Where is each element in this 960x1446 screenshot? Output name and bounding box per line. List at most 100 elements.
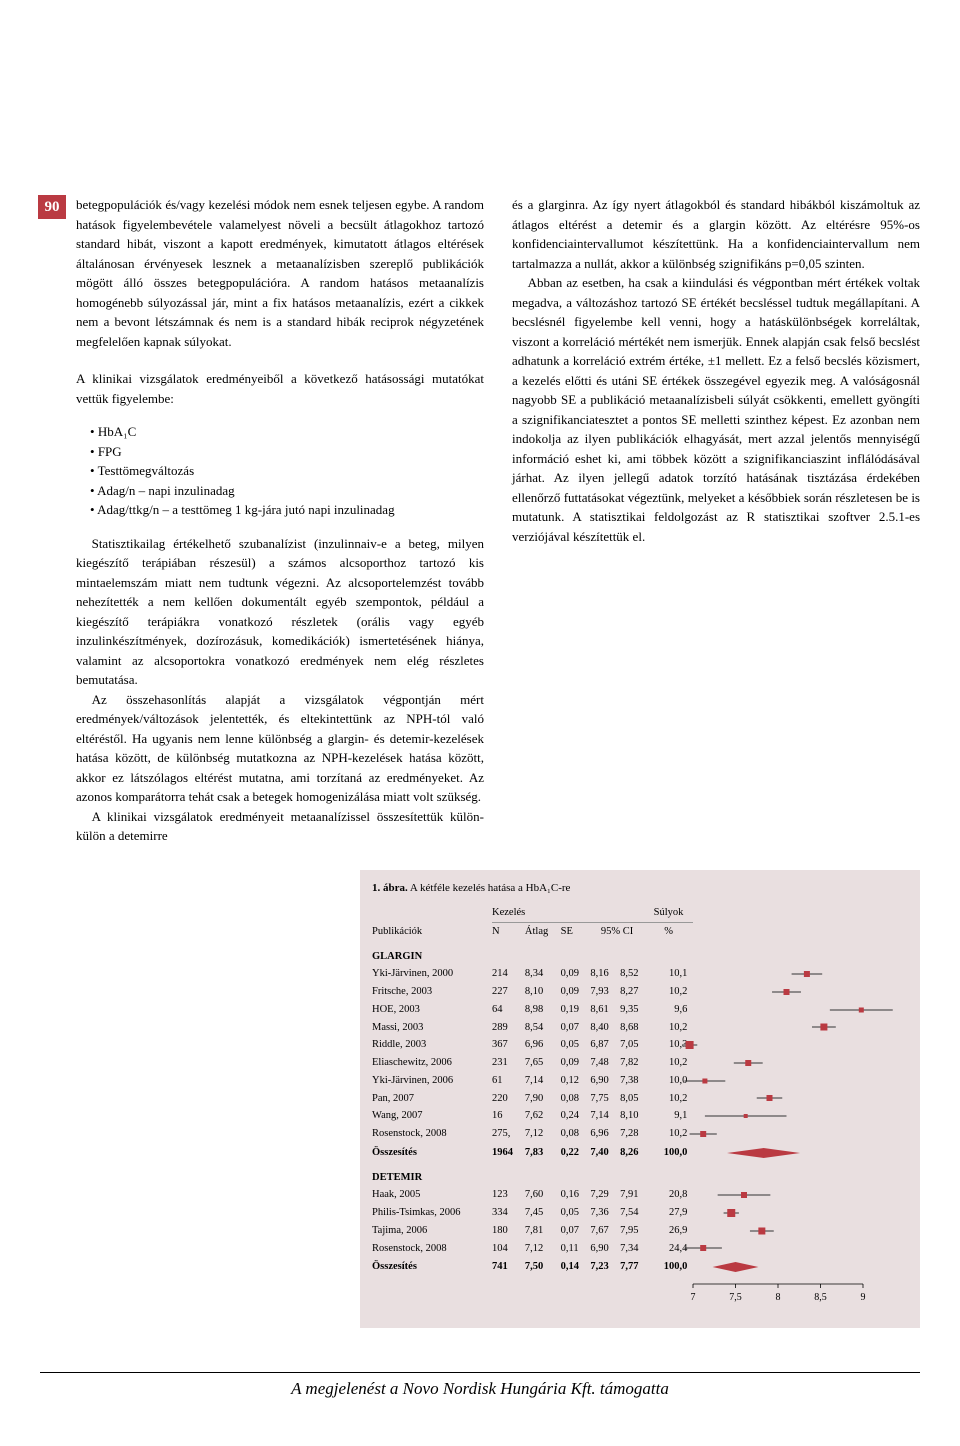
table-cell: 0,07 [561,1222,591,1240]
table-cell: 61 [492,1072,525,1090]
table-cell: 7,93 [590,983,620,1001]
body-paragraph: Abban az esetben, ha csak a kiindulási é… [512,273,920,546]
forest-marker-cell [693,1054,908,1072]
table-group-header: GLARGIN [372,941,908,966]
bullet-list: HbA₁CFPGTesttömegváltozásAdag/n – napi i… [90,422,484,520]
table-cell: 7,82 [620,1054,650,1072]
table-cell: 8,61 [590,1001,620,1019]
table-cell: 6,87 [590,1036,620,1054]
table-cell: 0,05 [561,1204,591,1222]
table-cell: Pan, 2007 [372,1090,492,1108]
table-cell: 7,34 [620,1240,650,1258]
svg-text:8,5: 8,5 [815,1292,828,1303]
table-cell: 7,54 [620,1204,650,1222]
table-cell: 8,10 [525,983,561,1001]
forest-marker-cell [693,1222,908,1240]
table-cell: 6,96 [590,1125,620,1143]
table-cell: 10,2 [650,1125,694,1143]
table-cell: 7,75 [590,1090,620,1108]
table-cell: 0,24 [561,1107,591,1125]
table-cell: 9,1 [650,1107,694,1125]
table-cell: 7,77 [620,1257,650,1276]
table-cell: 10,2 [650,1090,694,1108]
table-cell: 8,10 [620,1107,650,1125]
table-cell: 0,19 [561,1001,591,1019]
table-cell: 0,11 [561,1240,591,1258]
table-cell: Fritsche, 2003 [372,983,492,1001]
forest-plot-table: Publikációk Kezelés Súlyok N Átlag SE 95… [372,904,908,1276]
table-cell: 8,05 [620,1090,650,1108]
table-header: Publikációk [372,904,492,941]
table-row: Tajima, 20061807,810,077,677,9526,9 [372,1222,908,1240]
table-cell: 1964 [492,1143,525,1162]
table-cell: 289 [492,1019,525,1037]
table-cell: 104 [492,1240,525,1258]
table-cell: 8,34 [525,965,561,983]
table-cell: Wang, 2007 [372,1107,492,1125]
table-row: Rosenstock, 20081047,120,116,907,3424,4 [372,1240,908,1258]
table-cell: 0,08 [561,1090,591,1108]
table-cell: 10,2 [650,1054,694,1072]
table-header: Súlyok [650,904,694,922]
table-row: Rosenstock, 2008275,7,120,086,967,2810,2 [372,1125,908,1143]
table-cell: 100,0 [650,1257,694,1276]
table-header: 95% CI [590,922,649,940]
right-column: és a glarginra. Az így nyert átlagokból … [512,195,920,846]
svg-text:9: 9 [861,1292,866,1303]
table-cell: 7,05 [620,1036,650,1054]
table-cell: 8,54 [525,1019,561,1037]
table-cell: 7,40 [590,1143,620,1162]
table-cell: 7,48 [590,1054,620,1072]
body-paragraph: betegpopulációk és/vagy kezelési módok n… [76,195,484,351]
table-cell: 8,68 [620,1019,650,1037]
page-number: 90 [38,195,66,219]
forest-marker-cell [693,983,908,1001]
table-header: % [650,922,694,940]
table-cell: 0,09 [561,965,591,983]
table-cell: 26,9 [650,1222,694,1240]
figure-caption: 1. ábra. A kétféle kezelés hatása a HbA₁… [372,880,908,897]
table-cell: 123 [492,1186,525,1204]
table-cell: 100,0 [650,1143,694,1162]
body-paragraph: Statisztikailag értékelhető szubanalízis… [76,534,484,690]
table-cell: 7,50 [525,1257,561,1276]
table-cell: Massi, 2003 [372,1019,492,1037]
table-cell: 27,9 [650,1204,694,1222]
forest-marker-cell [693,1204,908,1222]
body-paragraph: A klinikai vizsgálatok eredményeit metaa… [76,807,484,846]
bullet-item: HbA₁C [90,422,484,442]
table-cell: 7,90 [525,1090,561,1108]
table-cell: 6,90 [590,1072,620,1090]
table-cell: 7,65 [525,1054,561,1072]
bullet-item: Testtömegváltozás [90,461,484,481]
table-cell: Haak, 2005 [372,1186,492,1204]
body-paragraph: A klinikai vizsgálatok eredményeiből a k… [76,369,484,408]
forest-marker-cell [693,1240,908,1258]
table-cell: 180 [492,1222,525,1240]
table-cell: 7,67 [590,1222,620,1240]
table-cell: 8,27 [620,983,650,1001]
table-cell: 0,12 [561,1072,591,1090]
table-cell: 8,40 [590,1019,620,1037]
table-cell: 10,1 [650,965,694,983]
table-cell: 0,09 [561,1054,591,1072]
table-cell: 7,14 [525,1072,561,1090]
table-row: Haak, 20051237,600,167,297,9120,8 [372,1186,908,1204]
table-cell: 7,12 [525,1240,561,1258]
forest-marker-cell [693,1090,908,1108]
table-cell: 7,36 [590,1204,620,1222]
table-cell: 214 [492,965,525,983]
bullet-item: Adag/n – napi inzulinadag [90,481,484,501]
table-cell: 0,14 [561,1257,591,1276]
table-cell: 8,98 [525,1001,561,1019]
bullet-item: Adag/ttkg/n – a testtömeg 1 kg-jára jutó… [90,500,484,520]
table-row: Eliaschewitz, 20062317,650,097,487,8210,… [372,1054,908,1072]
table-cell: 10,2 [650,1019,694,1037]
table-cell: 7,29 [590,1186,620,1204]
table-cell: 220 [492,1090,525,1108]
table-cell: 9,6 [650,1001,694,1019]
forest-plot-axis: 77,588,59 [372,1280,908,1310]
table-cell: 7,60 [525,1186,561,1204]
table-cell: 10,2 [650,983,694,1001]
forest-marker-cell [693,1036,908,1054]
